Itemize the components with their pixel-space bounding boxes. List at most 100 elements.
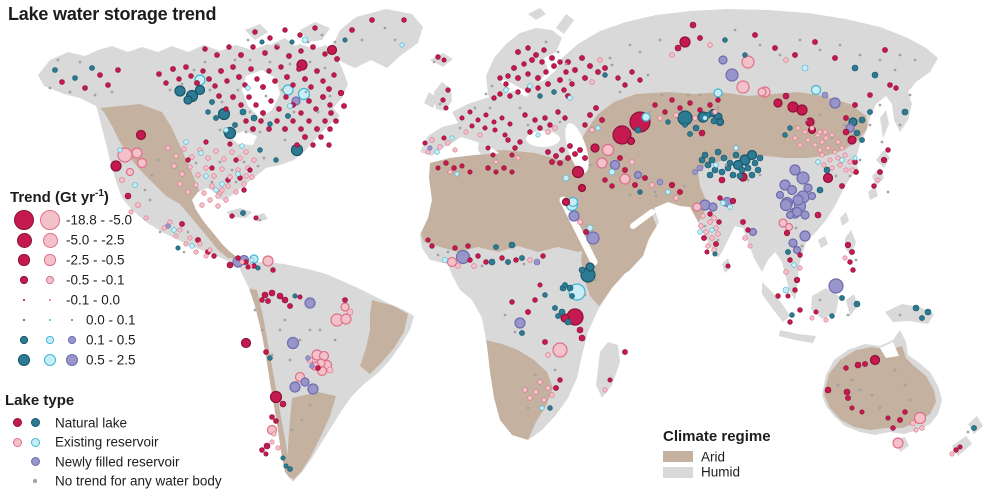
lake-dot-crimson xyxy=(668,181,676,189)
gray-swatch xyxy=(33,479,37,483)
pink-swatch xyxy=(48,298,52,302)
lake-dot-crimson xyxy=(847,259,853,265)
lake-dot-purple xyxy=(785,210,795,220)
lake-dot-teal xyxy=(89,65,95,71)
lake-dot-crimson xyxy=(773,98,783,108)
lake-dot-pink xyxy=(849,167,855,173)
lake-dot-crimson xyxy=(250,44,256,50)
lake-dot-crimson xyxy=(212,83,218,89)
climate-legend: Climate regime Arid Humid xyxy=(663,428,803,480)
lake-dot-purple xyxy=(586,231,600,245)
lake-dot-crimson xyxy=(290,118,296,124)
lake-dot-teal xyxy=(871,71,879,79)
pink-swatch xyxy=(46,276,54,284)
lake-dot-crimson xyxy=(571,165,585,179)
trend-legend-label: -18.8 - -5.0 xyxy=(66,212,133,228)
lake-dot-pink xyxy=(792,135,798,141)
lake-dot-cyan xyxy=(117,147,123,153)
lake-dot-pink xyxy=(783,269,789,275)
lake-dot-pink xyxy=(892,437,904,449)
lake-dot-pink xyxy=(522,387,528,393)
lake-dot-cyan xyxy=(503,87,509,93)
lake-dot-pink xyxy=(875,177,881,183)
lake-dot-crimson xyxy=(485,145,491,151)
lake-dot-gray xyxy=(858,53,862,57)
lake-dot-crimson xyxy=(179,221,185,227)
lake-dot-crimson xyxy=(704,249,710,255)
lake-dot-cyan xyxy=(245,85,251,91)
lake-dot-teal xyxy=(714,148,722,156)
land-ireland xyxy=(424,92,438,108)
lake-dot-pink xyxy=(237,155,243,161)
lake-dot-pink xyxy=(177,181,183,187)
lake-dot-teal xyxy=(971,425,977,431)
lake-dot-teal xyxy=(692,124,700,132)
lake-dot-teal xyxy=(342,37,348,43)
lake-dot-crimson xyxy=(533,52,539,58)
lake-dot-cyan xyxy=(810,84,822,96)
lake-dot-pink xyxy=(692,115,698,121)
crimson-swatch xyxy=(18,254,30,266)
land-hainan xyxy=(818,236,828,248)
lake-dot-crimson xyxy=(314,68,320,74)
lake-dot-teal xyxy=(816,186,824,194)
lake-dot-crimson xyxy=(214,52,220,58)
lake-dot-crimson xyxy=(717,195,723,201)
lake-dot-pink xyxy=(471,263,477,269)
lake-dot-gray xyxy=(306,40,310,44)
lake-dot-gray xyxy=(288,62,292,66)
lake-dot-crimson xyxy=(897,417,903,423)
lake-dot-gray xyxy=(180,82,184,86)
lake-dot-crimson xyxy=(707,102,713,108)
trend-legend-label: 0.5 - 2.5 xyxy=(86,352,136,368)
lake-dot-crimson xyxy=(577,147,583,153)
lake-dot-gray xyxy=(484,92,488,96)
lake-dot-crimson xyxy=(572,67,578,73)
lake-dot-crimson xyxy=(266,126,272,132)
lake-dot-teal xyxy=(602,72,608,78)
climate-label: Arid xyxy=(701,449,726,465)
lake-dot-crimson xyxy=(862,361,868,367)
lake-dot-crimson xyxy=(842,128,850,136)
lake-dot-pink xyxy=(842,152,848,158)
lake-dot-pink xyxy=(842,255,848,261)
lake-dot-crimson xyxy=(539,59,545,65)
lake-dot-crimson xyxy=(792,52,798,58)
lake-dot-teal xyxy=(722,37,728,43)
lake-dot-crimson xyxy=(505,137,511,143)
lake-dot-crimson xyxy=(441,135,447,141)
lake-dot-gray xyxy=(716,106,720,110)
lake-dot-pink xyxy=(437,144,443,150)
lake-type-row: Natural lake xyxy=(5,413,235,433)
lake-dot-teal xyxy=(751,159,759,167)
lake-dot-crimson xyxy=(547,122,553,128)
lake-dot-pink xyxy=(577,219,583,225)
lake-dot-crimson xyxy=(265,298,271,304)
lake-dot-crimson xyxy=(553,153,559,159)
lake-dot-crimson xyxy=(522,112,528,118)
lake-dot-teal xyxy=(706,171,714,179)
lake-dot-pink xyxy=(171,163,177,169)
lake-dot-crimson xyxy=(276,106,282,112)
lake-dot-crimson xyxy=(615,75,621,81)
lake-dot-crimson xyxy=(545,81,551,87)
lake-dot-pink xyxy=(455,263,461,269)
lake-dot-crimson xyxy=(583,229,589,235)
lake-dot-crimson xyxy=(253,102,259,108)
lake-dot-pink xyxy=(197,241,203,247)
lake-dot-crimson xyxy=(327,126,333,132)
lake-dot-crimson xyxy=(576,326,584,334)
lake-dot-crimson xyxy=(318,134,324,140)
lake-dot-pink xyxy=(207,247,213,253)
lake-dot-cyan xyxy=(219,181,225,187)
lake-dot-gray xyxy=(258,130,262,134)
lake-dot-crimson xyxy=(320,78,326,84)
lake-dot-crimson xyxy=(499,115,505,121)
lake-dot-gray xyxy=(210,180,214,184)
lake-dot-crimson xyxy=(849,405,855,411)
lake-dot-gray xyxy=(253,308,257,312)
lake-dot-pink xyxy=(703,229,709,235)
lake-dot-cyan xyxy=(727,204,733,210)
lake-dot-purple xyxy=(568,210,580,222)
map-dots xyxy=(48,17,977,472)
